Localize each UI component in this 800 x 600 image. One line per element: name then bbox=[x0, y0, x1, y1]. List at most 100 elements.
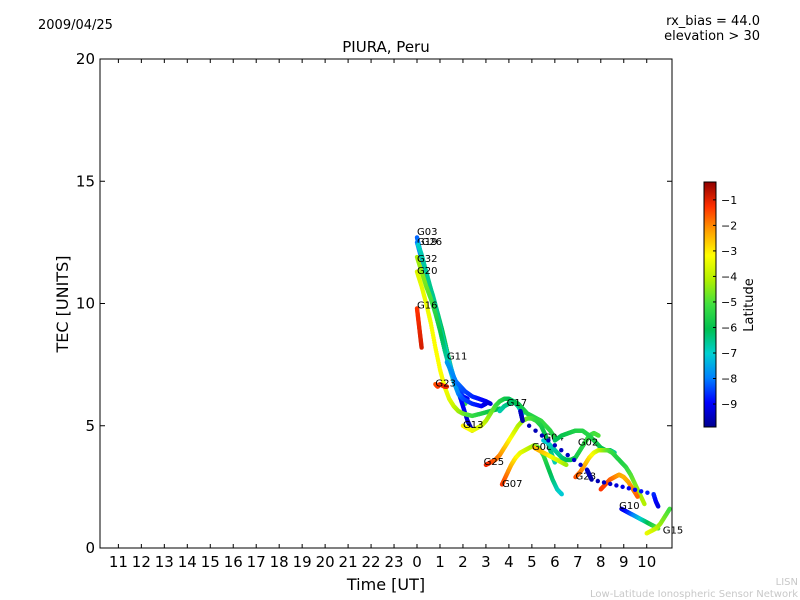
colorbar-tick-label: −9 bbox=[721, 398, 737, 411]
plot-area: G03G19G26G32G20G16G11G23G13G17G25G07G08G… bbox=[414, 227, 683, 536]
data-point bbox=[444, 384, 450, 389]
x-tick-label: 15 bbox=[201, 553, 220, 571]
series-g10: G10 bbox=[619, 501, 661, 531]
x-tick-label: 20 bbox=[316, 553, 335, 571]
series-g15: G15 bbox=[644, 506, 683, 536]
data-point bbox=[639, 489, 644, 494]
x-tick-label: 13 bbox=[155, 553, 174, 571]
data-point bbox=[626, 486, 632, 491]
x-tick-label: 12 bbox=[132, 553, 151, 571]
x-tick-label: 2 bbox=[458, 553, 468, 571]
data-point bbox=[601, 480, 607, 485]
credit-short: LISN bbox=[775, 577, 798, 588]
x-tick-label: 23 bbox=[384, 553, 403, 571]
x-tick-label: 5 bbox=[527, 553, 537, 571]
data-point bbox=[565, 452, 570, 458]
elevation-label: elevation > 30 bbox=[664, 29, 760, 44]
y-tick-label: 10 bbox=[76, 295, 95, 313]
colorbar-tick-label: −2 bbox=[721, 219, 737, 232]
series-label: G20 bbox=[417, 266, 437, 277]
series-label: G17 bbox=[507, 398, 527, 409]
series-g16: G16 bbox=[414, 300, 437, 350]
series-label: G32 bbox=[417, 254, 437, 265]
x-axis: 11 12 13 14 15 16 17 18 19 20 21 22 23 0 1 2 3 4 5 6 7 8 9 10 bbox=[109, 59, 656, 571]
x-tick-label: 7 bbox=[573, 553, 583, 571]
data-point bbox=[520, 418, 525, 424]
series-label: G15 bbox=[663, 525, 683, 536]
series-label: G02 bbox=[578, 437, 598, 448]
x-tick-label: 22 bbox=[362, 553, 381, 571]
data-point bbox=[559, 492, 564, 497]
data-point bbox=[559, 448, 564, 453]
data-point bbox=[645, 490, 650, 495]
y-tick-label: 20 bbox=[76, 50, 95, 68]
colorbar-tick-label: −3 bbox=[721, 245, 737, 258]
series-label: G19 bbox=[417, 237, 437, 248]
series-label: G03 bbox=[417, 227, 437, 238]
chart-title: PIURA, Peru bbox=[342, 38, 429, 56]
data-point bbox=[419, 345, 424, 350]
x-tick-label: 16 bbox=[224, 553, 243, 571]
y-axis: 0 5 10 15 20 bbox=[76, 50, 672, 557]
data-point bbox=[488, 401, 493, 406]
data-point bbox=[620, 484, 625, 490]
x-tick-label: 8 bbox=[596, 553, 606, 571]
series-label: G25 bbox=[484, 457, 504, 468]
series-label: G16 bbox=[417, 300, 437, 311]
series-label: G28 bbox=[576, 472, 596, 483]
data-point bbox=[526, 423, 532, 428]
y-axis-label: TEC [UNITS] bbox=[53, 256, 72, 354]
series-g28: G28 bbox=[573, 448, 647, 507]
data-point bbox=[608, 481, 613, 487]
data-point bbox=[539, 433, 545, 438]
data-point bbox=[533, 428, 538, 433]
data-point bbox=[546, 438, 551, 443]
colorbar: −1 −2 −3 −4 −5 −6 −7 −8 −9 Latitude bbox=[703, 181, 757, 428]
x-tick-label: 14 bbox=[178, 553, 197, 571]
y-tick-label: 0 bbox=[85, 539, 95, 557]
series-label: G07 bbox=[502, 479, 522, 490]
data-point bbox=[656, 504, 661, 509]
data-point bbox=[564, 462, 569, 468]
date-label: 2009/04/25 bbox=[38, 18, 113, 33]
data-point bbox=[632, 487, 638, 493]
x-tick-label: 10 bbox=[637, 553, 656, 571]
data-point bbox=[552, 443, 558, 448]
series-label: G08 bbox=[532, 442, 552, 453]
data-point bbox=[667, 506, 672, 512]
data-point bbox=[578, 462, 583, 468]
series-g11: G11 bbox=[444, 352, 493, 406]
colorbar-tick-label: −6 bbox=[721, 321, 737, 334]
y-tick-label: 15 bbox=[76, 172, 95, 190]
colorbar-tick-label: −7 bbox=[721, 347, 737, 360]
x-tick-label: 6 bbox=[550, 553, 560, 571]
x-tick-label: 18 bbox=[270, 553, 289, 571]
colorbar-tick-label: −8 bbox=[721, 373, 737, 386]
data-point bbox=[614, 483, 619, 488]
series-label: G11 bbox=[447, 352, 467, 363]
colorbar-tick-label: −1 bbox=[721, 194, 737, 207]
x-tick-label: 0 bbox=[412, 553, 422, 571]
series-label: G10 bbox=[619, 501, 639, 512]
colorbar-tick-label: −5 bbox=[721, 296, 737, 309]
colorbar-tick-label: −4 bbox=[721, 270, 737, 283]
data-point bbox=[571, 457, 577, 463]
data-point bbox=[595, 478, 601, 484]
x-tick-label: 1 bbox=[435, 553, 445, 571]
x-axis-label: Time [UT] bbox=[346, 575, 425, 594]
x-tick-label: 11 bbox=[109, 553, 128, 571]
data-point bbox=[635, 494, 640, 499]
data-point bbox=[642, 501, 647, 507]
x-tick-label: 4 bbox=[504, 553, 514, 571]
series-g08: G08 bbox=[532, 442, 569, 468]
credit-long: Low-Latitude Ionospheric Sensor Network bbox=[590, 589, 798, 600]
x-tick-label: 17 bbox=[247, 553, 266, 571]
rx-bias-label: rx_bias = 44.0 bbox=[666, 14, 760, 29]
x-tick-label: 19 bbox=[293, 553, 312, 571]
series-unlabeled bbox=[518, 408, 661, 509]
colorbar-gradient bbox=[703, 181, 717, 428]
series-g25: G25 bbox=[484, 416, 558, 468]
x-tick-label: 3 bbox=[481, 553, 491, 571]
series-label: G23 bbox=[435, 379, 455, 390]
